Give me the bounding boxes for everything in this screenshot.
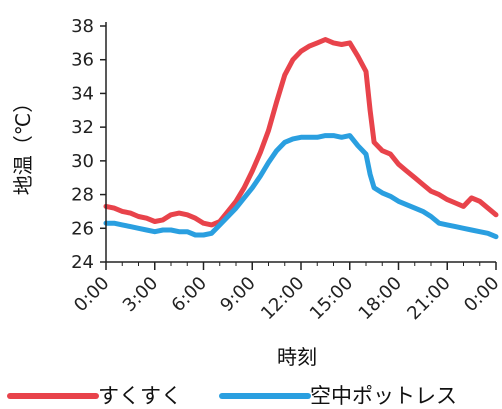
x-tick-label: 12:00 — [257, 273, 309, 325]
series-line-1 — [103, 37, 499, 228]
y-tick-label: 36 — [71, 50, 94, 71]
legend-label-2: 空中ポットレス — [310, 384, 457, 408]
y-tick-label: 28 — [71, 185, 94, 206]
y-tick-label: 34 — [71, 83, 94, 104]
x-tick-label: 15:00 — [306, 273, 358, 325]
y-tick-label: 26 — [71, 218, 94, 239]
series-line-2 — [103, 133, 499, 240]
x-tick-label: 9:00 — [216, 273, 259, 316]
x-axis-title: 時刻 — [277, 345, 317, 369]
x-tick-label: 21:00 — [403, 273, 455, 325]
plot-area — [103, 37, 499, 240]
x-tick-label: 3:00 — [119, 273, 162, 316]
y-tick-label: 30 — [71, 151, 94, 172]
legend-label-1: すくすく — [98, 384, 182, 408]
y-tick-label: 38 — [71, 16, 94, 37]
y-axis-title: 地温（℃） — [11, 93, 35, 195]
legend: すくすく 空中ポットレス — [7, 384, 457, 408]
x-tick-label: 0:00 — [70, 273, 113, 316]
x-tick-label: 18:00 — [355, 273, 407, 325]
y-tick-label: 32 — [71, 117, 94, 138]
y-tick-label: 24 — [71, 252, 94, 273]
x-tick-label: 6:00 — [168, 273, 211, 316]
x-tick-label: 0:00 — [460, 273, 502, 316]
